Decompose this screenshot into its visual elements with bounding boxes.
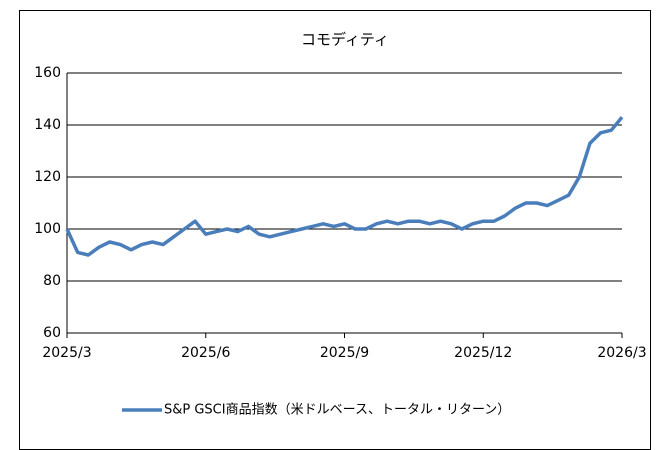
x-tick-label: 2026/3	[597, 345, 646, 361]
legend-label: S&P GSCI商品指数（米ドルベース、トータル・リターン）	[164, 403, 510, 418]
x-tick-label: 2025/6	[181, 345, 230, 361]
y-tick-label: 120	[34, 169, 61, 185]
chart-frame	[19, 10, 651, 450]
x-tick-label: 2025/3	[42, 345, 91, 361]
data-line	[65, 116, 624, 257]
y-tick-label: 60	[43, 325, 61, 341]
x-tick-label: 2025/12	[454, 345, 512, 361]
y-tick-label: 140	[34, 117, 61, 133]
y-tick-label: 100	[34, 221, 61, 237]
y-tick-label: 80	[43, 273, 61, 289]
chart-title: コモディティ	[301, 31, 389, 49]
x-tick-label: 2025/9	[320, 345, 369, 361]
y-tick-label: 160	[34, 65, 61, 81]
